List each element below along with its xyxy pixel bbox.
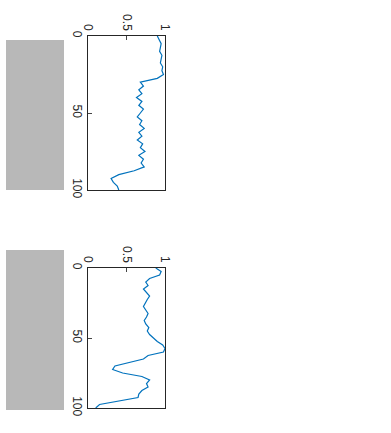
svg-text:1: 1 [158,256,172,263]
svg-text:0: 0 [70,31,84,38]
svg-text:0: 0 [81,256,95,263]
svg-text:0: 0 [81,24,95,31]
svg-text:100: 100 [70,396,84,416]
svg-text:0.5: 0.5 [120,14,134,31]
svg-text:0.5: 0.5 [120,246,134,263]
svg-text:50: 50 [70,330,84,344]
svg-text:100: 100 [70,178,84,198]
svg-text:50: 50 [70,105,84,119]
svg-text:0: 0 [70,263,84,270]
svg-text:1: 1 [158,24,172,31]
